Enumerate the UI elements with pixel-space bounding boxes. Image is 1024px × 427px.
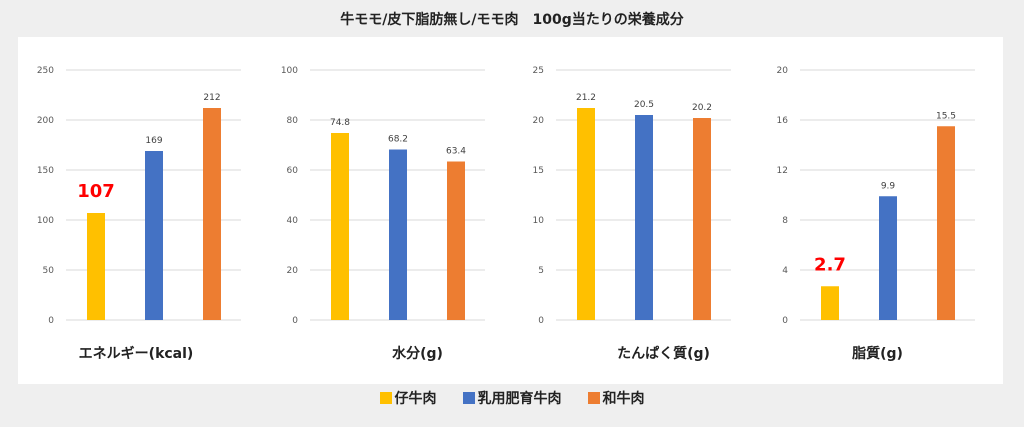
bar-0-1 (145, 151, 163, 320)
y-tick-label: 15 (533, 166, 544, 176)
bar-2-2 (693, 118, 711, 320)
data-label: 9.9 (881, 181, 896, 191)
y-tick-label: 20 (777, 66, 789, 76)
data-label: 212 (203, 93, 220, 103)
legend-item-dairy: 乳用肥育牛肉 (462, 388, 562, 408)
data-label: 68.2 (388, 135, 408, 145)
axis-title: たんぱく質(g) (617, 345, 710, 362)
bar-3-0 (821, 286, 839, 320)
data-label: 20.5 (634, 100, 654, 110)
legend-label: 和牛肉 (602, 391, 645, 407)
y-tick-label: 150 (37, 166, 54, 176)
bar-1-0 (331, 133, 349, 320)
y-tick-label: 0 (292, 316, 298, 326)
y-tick-label: 5 (538, 266, 544, 276)
axis-title: 水分(g) (392, 345, 443, 362)
bar-1-1 (389, 149, 407, 320)
y-tick-label: 12 (777, 166, 788, 176)
y-tick-label: 50 (43, 266, 55, 276)
y-tick-label: 0 (782, 316, 788, 326)
data-label: 15.5 (936, 111, 956, 121)
axis-title: 脂質(g) (851, 345, 903, 362)
bar-1-2 (447, 161, 465, 320)
bar-0-0 (87, 213, 105, 320)
data-label: 107 (77, 181, 115, 202)
y-tick-label: 20 (533, 116, 545, 126)
y-tick-label: 250 (37, 66, 54, 76)
y-tick-label: 8 (782, 216, 788, 226)
legend-label: 乳用肥育牛肉 (477, 391, 562, 407)
data-label: 20.2 (692, 103, 712, 113)
y-tick-label: 60 (287, 166, 299, 176)
chart-title: 牛モモ/皮下脂肪無し/モモ肉 100g当たりの栄養成分 (340, 12, 684, 28)
y-tick-label: 200 (37, 116, 54, 126)
data-label: 21.2 (576, 93, 596, 103)
y-tick-label: 80 (287, 116, 299, 126)
legend: 仔牛肉 乳用肥育牛肉 和牛肉 (0, 388, 1024, 408)
y-tick-label: 0 (538, 316, 544, 326)
legend-label: 仔牛肉 (394, 391, 437, 407)
data-label: 63.4 (446, 147, 466, 157)
legend-item-calf: 仔牛肉 (379, 388, 437, 408)
y-tick-label: 4 (782, 266, 788, 276)
y-tick-label: 40 (287, 216, 299, 226)
legend-swatch (587, 392, 600, 404)
legend-item-wagyu: 和牛肉 (587, 388, 645, 408)
data-label: 2.7 (814, 254, 846, 275)
data-label: 169 (145, 136, 162, 146)
y-tick-label: 10 (533, 216, 545, 226)
y-tick-label: 100 (281, 66, 298, 76)
data-label: 74.8 (330, 118, 350, 128)
legend-swatch (379, 392, 392, 404)
bar-2-0 (577, 108, 595, 320)
y-tick-label: 25 (533, 66, 544, 76)
legend-swatch (462, 392, 475, 404)
axis-title: エネルギー(kcal) (79, 345, 194, 362)
bar-3-2 (937, 126, 955, 320)
y-tick-label: 20 (287, 266, 299, 276)
chart-panel (18, 37, 1003, 384)
bar-2-1 (635, 115, 653, 320)
bar-3-1 (879, 196, 897, 320)
bar-0-2 (203, 108, 221, 320)
y-tick-label: 16 (777, 116, 789, 126)
y-tick-label: 100 (37, 216, 54, 226)
y-tick-label: 0 (48, 316, 54, 326)
